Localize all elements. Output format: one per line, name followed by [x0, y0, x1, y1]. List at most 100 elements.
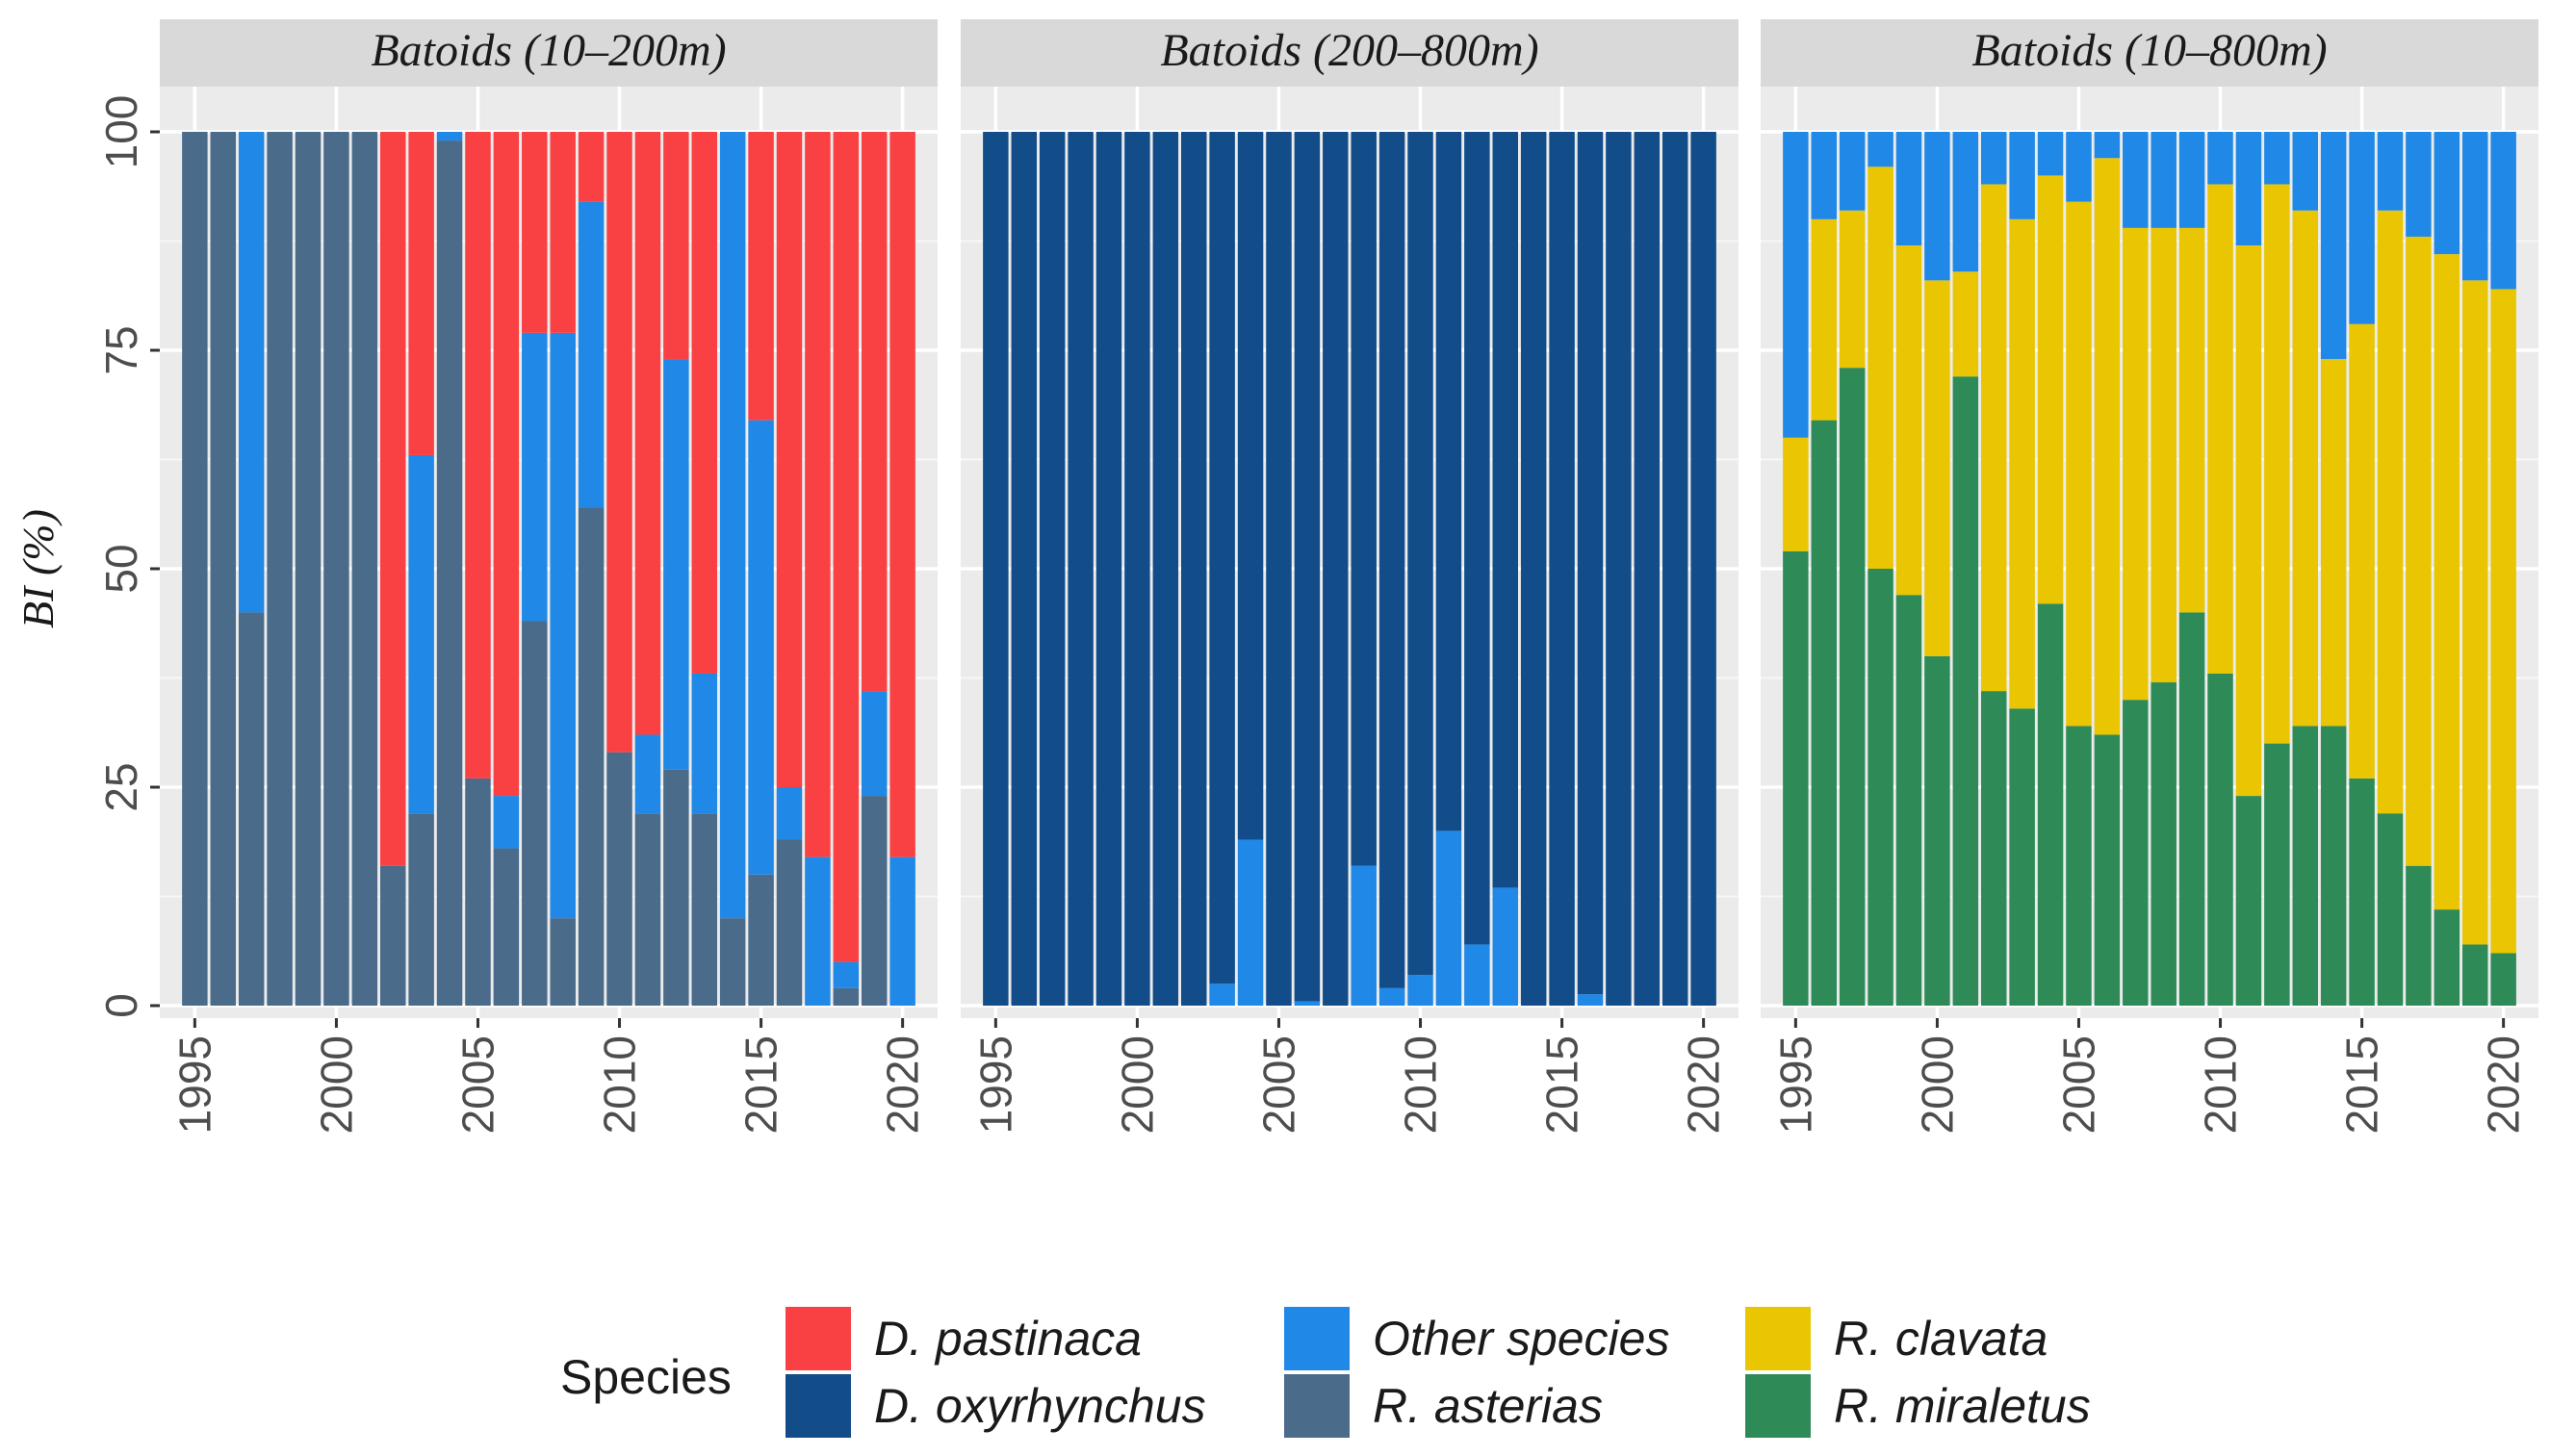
bar-other-species-2001 [1952, 132, 1979, 272]
bar-r-clavata-1996 [1811, 218, 1838, 421]
legend-title: Species [560, 1350, 732, 1404]
bar-other-species-2013 [2292, 132, 2318, 211]
bar-r-asterias-2006 [493, 848, 520, 1006]
bar-r-asterias-2008 [550, 918, 576, 1006]
bar-other-species-1999 [1895, 132, 1922, 246]
bar-r-miraletus-2009 [2178, 612, 2205, 1006]
x-tick-label: 2010 [2196, 1035, 2246, 1134]
x-tick-label: 2000 [311, 1035, 361, 1134]
bar-d-oxyrhynchus-2002 [1181, 132, 1207, 1006]
bar-d-oxyrhynchus-1997 [1039, 132, 1066, 1006]
bar-r-miraletus-1997 [1839, 368, 1866, 1006]
bar-other-species-2016 [1577, 994, 1604, 1006]
bar-other-species-2015 [748, 420, 774, 875]
x-tick-label: 2005 [2053, 1035, 2103, 1134]
y-tick-label: 0 [96, 993, 146, 1018]
bar-r-asterias-2014 [719, 918, 746, 1006]
bar-r-asterias-2004 [436, 140, 463, 1006]
x-tick-label: 2020 [2479, 1035, 2529, 1134]
bar-r-clavata-2005 [2066, 201, 2092, 727]
x-tick-label: 1995 [169, 1035, 219, 1134]
bar-d-pastinaca-2003 [408, 132, 434, 455]
bar-r-clavata-2018 [2434, 254, 2460, 910]
facet-title: Batoids (200–800m) [1160, 25, 1538, 76]
bar-r-asterias-2009 [578, 507, 605, 1006]
bar-d-oxyrhynchus-2000 [1124, 132, 1150, 1006]
bar-other-species-2009 [578, 201, 605, 508]
bar-other-species-2006 [1294, 1001, 1321, 1006]
y-tick-label: 75 [96, 325, 146, 374]
bar-d-oxyrhynchus-2013 [1492, 132, 1518, 888]
bar-other-species-2019 [2461, 132, 2488, 281]
bar-d-pastinaca-2017 [805, 132, 831, 857]
facet-strip [961, 19, 1739, 87]
bar-other-species-2008 [1351, 865, 1377, 1006]
bar-r-clavata-2002 [1981, 184, 2007, 692]
legend-key [1284, 1374, 1350, 1438]
legend-label: D. pastinaca [874, 1312, 1142, 1366]
bar-d-oxyrhynchus-2018 [1634, 132, 1661, 1006]
bar-r-clavata-1997 [1839, 210, 1866, 369]
bar-r-asterias-2019 [861, 796, 888, 1006]
bar-other-species-2004 [436, 132, 463, 141]
bar-other-species-1995 [1783, 132, 1809, 438]
bar-r-clavata-2013 [2292, 210, 2318, 727]
bar-other-species-2003 [408, 454, 434, 814]
facet-title: Batoids (10–800m) [1971, 25, 2327, 76]
bar-other-species-2020 [889, 856, 915, 1006]
y-axis: 0 25 50 75 100 BI (%) [13, 95, 160, 1018]
bar-r-asterias-1998 [267, 132, 293, 1006]
bar-r-asterias-2003 [408, 813, 434, 1006]
bar-other-species-1997 [1839, 132, 1866, 211]
bar-other-species-2020 [2490, 132, 2516, 290]
bar-r-clavata-1999 [1895, 245, 1922, 596]
bar-d-oxyrhynchus-2014 [1520, 132, 1547, 1006]
bar-r-asterias-2018 [833, 987, 860, 1006]
bar-r-clavata-2001 [1952, 271, 1979, 377]
legend-label: R. clavata [1834, 1312, 2048, 1366]
x-tick-label: 2020 [878, 1035, 928, 1134]
bar-other-species-2010 [1407, 975, 1433, 1006]
bar-other-species-2009 [2178, 132, 2205, 228]
legend-label: D. oxyrhynchus [874, 1379, 1206, 1433]
bar-r-asterias-1995 [182, 132, 208, 1006]
x-tick-label: 2000 [1912, 1035, 1962, 1134]
x-tick-label: 1995 [1770, 1035, 1820, 1134]
bar-other-species-2017 [2406, 132, 2432, 237]
bar-r-clavata-2008 [2151, 227, 2177, 683]
bar-d-pastinaca-2020 [889, 132, 915, 857]
facet-panel-1: Batoids (10–200m) 1995 2000 2005 2010 2015 202… [160, 19, 938, 1134]
bar-r-asterias-2012 [663, 769, 689, 1006]
bar-d-oxyrhynchus-1995 [983, 132, 1009, 1006]
bar-r-asterias-2002 [380, 865, 406, 1006]
bar-r-miraletus-2011 [2235, 796, 2262, 1006]
facet-strip [160, 19, 938, 87]
bar-r-miraletus-2007 [2123, 700, 2149, 1006]
bar-d-oxyrhynchus-2003 [1209, 132, 1235, 984]
x-tick-label: 2015 [2337, 1035, 2387, 1134]
bar-d-pastinaca-2018 [833, 132, 860, 962]
bar-d-oxyrhynchus-1999 [1095, 132, 1122, 1006]
bar-other-species-2003 [2009, 132, 2035, 219]
bar-d-pastinaca-2012 [663, 132, 689, 360]
legend-label: Other species [1373, 1312, 1669, 1366]
x-tick-label: 2000 [1112, 1035, 1162, 1134]
bar-d-oxyrhynchus-2005 [1266, 132, 1292, 1006]
bar-other-species-2004 [1237, 839, 1264, 1006]
x-tick-label: 2015 [1537, 1035, 1587, 1134]
bar-r-miraletus-2015 [2349, 778, 2375, 1006]
bar-r-miraletus-1995 [1783, 550, 1809, 1006]
legend-key [786, 1374, 851, 1438]
x-tick-label: 2005 [1253, 1035, 1303, 1134]
bar-r-miraletus-2008 [2151, 682, 2177, 1006]
bar-r-asterias-2016 [776, 839, 803, 1006]
bar-r-miraletus-2014 [2320, 726, 2347, 1006]
bar-d-pastinaca-2008 [550, 132, 576, 333]
bar-r-asterias-2013 [691, 813, 717, 1006]
bar-d-oxyrhynchus-1996 [1011, 132, 1038, 1006]
bar-r-miraletus-2004 [2037, 603, 2064, 1006]
bar-d-oxyrhynchus-2001 [1152, 132, 1179, 1006]
bar-d-oxyrhynchus-2010 [1407, 132, 1433, 976]
x-tick-label: 2020 [1679, 1035, 1729, 1134]
facet-panel-2: Batoids (200–800m) 1995 2000 2005 2010 2015 20… [961, 19, 1739, 1134]
